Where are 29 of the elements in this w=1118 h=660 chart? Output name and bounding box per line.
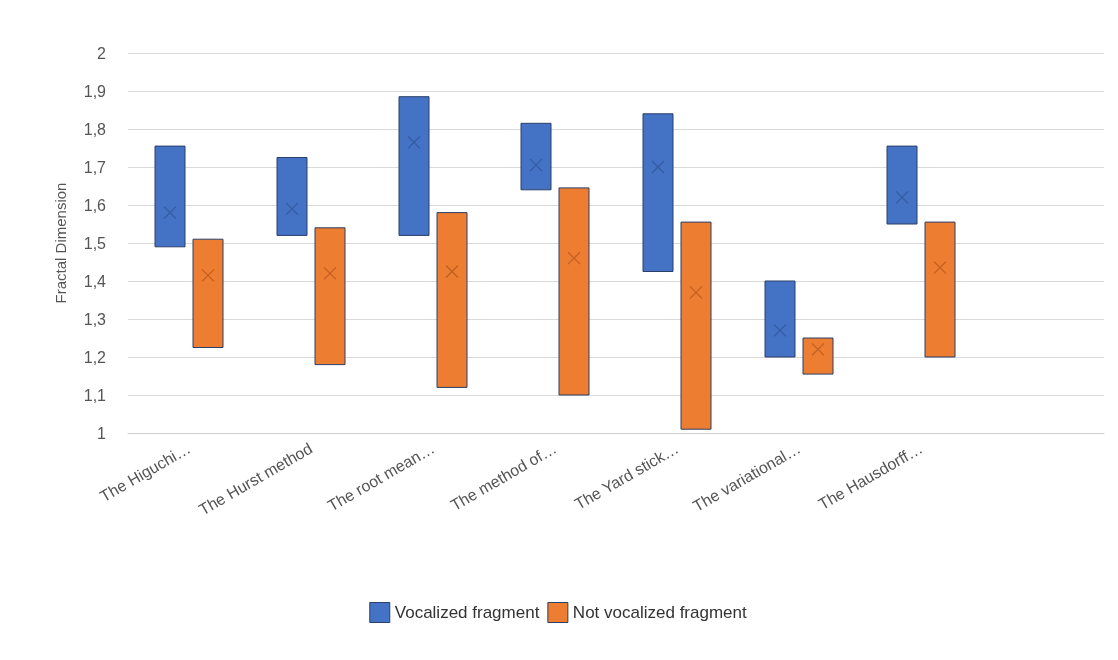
x-tick-label: The Yard stick… <box>571 439 682 513</box>
y-tick-label: 2 <box>97 44 107 62</box>
bar <box>520 122 552 191</box>
bar <box>642 113 674 272</box>
bar <box>436 212 468 388</box>
y-tick-label: 1,4 <box>83 272 107 290</box>
bar <box>192 238 224 348</box>
y-tick-label: 1,1 <box>83 386 107 404</box>
legend-label: Not vocalized fragment <box>572 603 747 622</box>
y-tick-label: 1,6 <box>83 196 107 214</box>
bar <box>802 337 834 375</box>
bar <box>398 96 430 236</box>
bar <box>558 187 590 396</box>
bar <box>680 221 712 430</box>
y-tick-label: 1,7 <box>83 158 107 176</box>
y-tick-label: 1,5 <box>83 234 107 252</box>
y-tick-label: 1,2 <box>83 348 107 366</box>
bar <box>276 157 308 236</box>
y-axis-title: Fractal Dimension <box>52 182 69 304</box>
bar <box>924 221 956 358</box>
y-tick-label: 1 <box>97 424 107 442</box>
legend-label: Vocalized fragment <box>394 603 540 622</box>
bar <box>314 227 346 366</box>
y-tick-label: 1,9 <box>83 82 107 100</box>
y-tick-label: 1,8 <box>83 120 107 138</box>
y-tick-label: 1,3 <box>83 310 107 328</box>
bar <box>154 145 186 248</box>
bar <box>886 145 918 225</box>
bar <box>764 280 796 358</box>
